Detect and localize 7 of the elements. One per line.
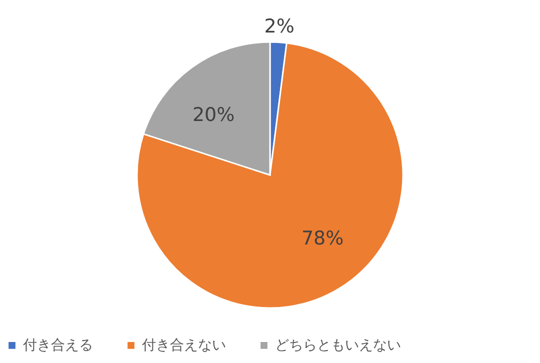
data-label: 78% bbox=[301, 228, 344, 250]
legend-label: どちらともいえない bbox=[275, 337, 401, 354]
data-label: 20% bbox=[192, 104, 235, 126]
data-label: 2% bbox=[264, 15, 294, 38]
legend-label: 付き合えない bbox=[141, 337, 226, 354]
legend-label: 付き合える bbox=[22, 337, 93, 354]
pie-slice bbox=[136, 42, 404, 309]
